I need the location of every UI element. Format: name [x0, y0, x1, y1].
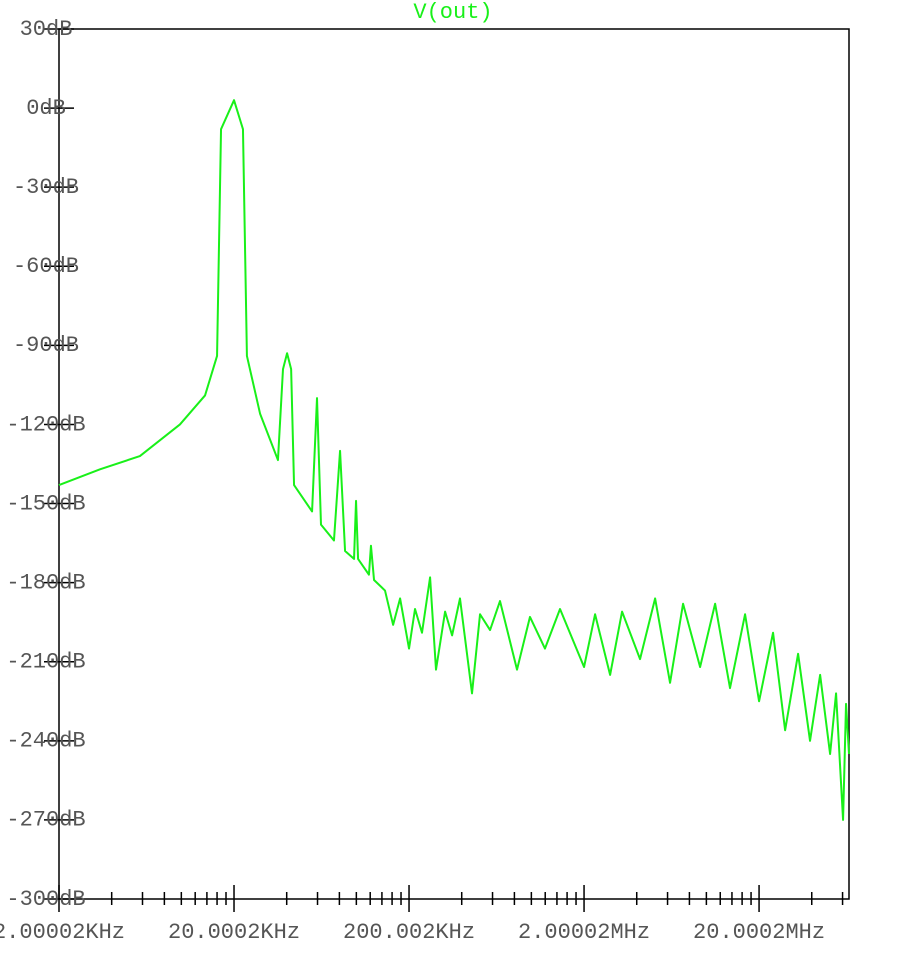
x-tick-label: 20.0002MHz: [693, 920, 825, 945]
x-tick-label: 2.00002KHz: [0, 920, 125, 945]
y-tick-label: -150dB: [6, 491, 85, 516]
y-tick-label: -120dB: [6, 412, 85, 437]
x-tick-label: 200.002KHz: [343, 920, 475, 945]
y-tick-label: -240dB: [6, 729, 85, 754]
trace-line: [58, 99, 850, 821]
y-tick-label: -60dB: [13, 254, 79, 279]
plot-frame: [58, 28, 850, 900]
y-tick-label: -180dB: [6, 570, 85, 595]
y-tick-label: -270dB: [6, 808, 85, 833]
y-tick-label: -30dB: [13, 175, 79, 200]
y-tick-label: -300dB: [6, 887, 85, 912]
y-tick-label: -90dB: [13, 333, 79, 358]
y-tick-label: 0dB: [26, 96, 66, 121]
trace-label: V(out): [413, 0, 492, 25]
x-tick-label: 2.00002MHz: [518, 920, 650, 945]
y-tick-label: -210dB: [6, 650, 85, 675]
x-tick-label: 20.0002KHz: [168, 920, 300, 945]
y-tick-label: 30dB: [20, 17, 73, 42]
